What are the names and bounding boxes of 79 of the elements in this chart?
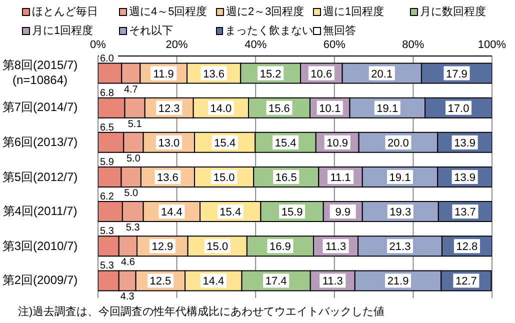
- data-label: 19.1: [389, 172, 411, 184]
- data-label: 6.2: [100, 192, 114, 203]
- legend-label: 月に数回程度: [419, 4, 487, 19]
- data-label: 14.4: [202, 276, 224, 288]
- data-label: 13.6: [157, 172, 178, 184]
- data-label: 6.0: [100, 53, 114, 64]
- data-label: 4.6: [120, 257, 136, 268]
- data-label: 13.6: [203, 68, 225, 80]
- data-label: 13.0: [158, 137, 180, 150]
- data-label: 17.0: [448, 102, 470, 115]
- y-tick-label: 第2回(2009/7): [2, 273, 78, 288]
- data-label: 13.9: [454, 172, 476, 184]
- data-label: 6.5: [100, 122, 114, 134]
- legend-label: 週に2～3回程度: [225, 4, 306, 19]
- data-label: 12.9: [152, 241, 174, 254]
- data-label: 4.7: [124, 84, 138, 96]
- data-label: 21.3: [389, 241, 411, 254]
- data-label: 21.9: [387, 276, 409, 288]
- x-tick-label: 80%: [402, 39, 424, 51]
- data-label: 11.3: [325, 241, 346, 254]
- data-label: 5.3: [100, 226, 114, 238]
- data-label: 15.4: [220, 206, 242, 219]
- data-label: 12.3: [158, 102, 180, 115]
- data-label: 5.0: [126, 153, 141, 164]
- y-tick-label: 第3回(2010/7): [2, 238, 78, 254]
- data-label: 11.9: [153, 68, 174, 80]
- legend-label: 無回答: [322, 24, 357, 38]
- data-label: 17.9: [446, 68, 468, 80]
- data-label: 11.1: [330, 172, 351, 184]
- data-label: 15.2: [260, 68, 282, 80]
- data-label: 11.3: [322, 276, 343, 288]
- x-tick-label: 20%: [166, 39, 188, 51]
- data-label: 19.3: [390, 206, 412, 219]
- data-label: 12.5: [150, 276, 172, 288]
- y-tick-label: 第8回(2015/7)(n=10864): [1, 58, 79, 88]
- data-label: 16.5: [275, 172, 297, 184]
- data-label: 14.0: [210, 102, 232, 115]
- data-label: 5.3: [100, 260, 114, 272]
- data-label: 5.3: [126, 222, 140, 234]
- data-label: 13.7: [454, 206, 476, 219]
- legend-label: 週に1回程度: [322, 4, 386, 19]
- data-label: 15.0: [206, 241, 228, 254]
- data-label: 15.6: [268, 102, 290, 115]
- x-tick-label: 0%: [90, 39, 106, 51]
- data-label: 15.0: [213, 172, 235, 184]
- x-tick-label: 100%: [478, 39, 506, 51]
- data-label: 5.9: [100, 156, 114, 168]
- y-tick-label: 第7回(2014/7): [2, 100, 78, 116]
- y-tick-label: 第4回(2011/7): [2, 204, 78, 220]
- data-label: 19.1: [376, 102, 398, 115]
- data-label: 9.9: [335, 206, 351, 219]
- data-label: 14.4: [160, 206, 182, 219]
- y-tick-label: 第6回(2013/7): [2, 134, 78, 150]
- data-label: 5.1: [128, 118, 142, 130]
- data-label: 17.4: [265, 276, 287, 288]
- data-label: 4.3: [120, 292, 135, 303]
- data-label: 20.1: [371, 68, 393, 80]
- legend-label: まったく飲まない: [224, 24, 313, 38]
- data-label: 13.9: [454, 137, 476, 150]
- data-label: 15.4: [274, 137, 296, 150]
- data-label: 10.9: [326, 137, 348, 150]
- data-label: 6.8: [100, 88, 114, 99]
- data-label: 20.0: [388, 137, 409, 150]
- x-tick-label: 60%: [323, 39, 346, 51]
- data-label: 5.0: [124, 188, 138, 199]
- legend-label: ほとんど毎日: [31, 5, 99, 19]
- legend-label: それ以下: [128, 24, 174, 38]
- data-label: 12.8: [456, 241, 478, 254]
- data-label: 15.9: [281, 206, 303, 219]
- data-label: 12.7: [455, 276, 477, 288]
- x-tick-label: 40%: [244, 39, 267, 51]
- data-label: 15.4: [214, 137, 236, 150]
- data-label: 10.1: [319, 102, 341, 115]
- data-label: 10.6: [310, 68, 332, 80]
- text: 注)過去調査は、今回調査の性年代構成比にあわせてウエイトバックした値: [18, 304, 385, 319]
- legend-label: 週に4～5回程度: [128, 4, 208, 19]
- y-tick-label: 第5回(2012/7): [2, 170, 78, 184]
- data-label: 16.9: [270, 241, 291, 254]
- legend-label: 月に1回程度: [31, 24, 94, 38]
